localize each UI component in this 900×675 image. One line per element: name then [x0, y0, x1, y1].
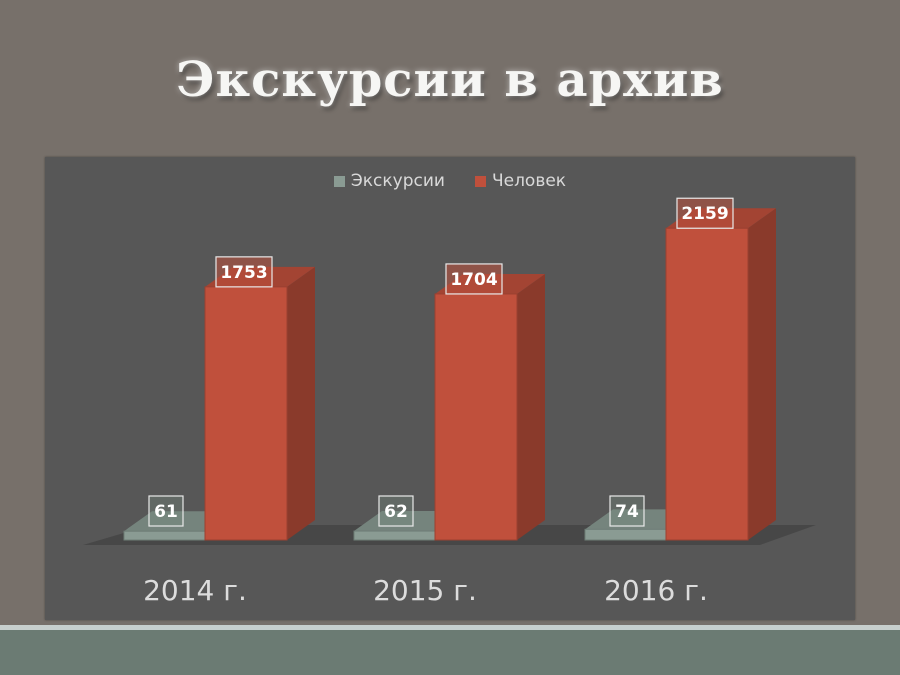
data-label-excursions-2016: 74	[615, 502, 639, 522]
data-label-people-2016: 2159	[681, 204, 728, 224]
chart-legend: Экскурсии Человек	[45, 171, 855, 191]
bar-excursions-2016	[584, 528, 668, 541]
data-label-people-2015: 1704	[450, 270, 497, 290]
bar-excursions-2015	[353, 530, 437, 541]
data-label-box-people-2015	[445, 263, 503, 295]
chart-panel: 61 1753 2014 г. 62 1704 2015 г. 74 2159 2016 г. …	[45, 157, 855, 620]
category-label-2014: 2014 г.	[143, 574, 247, 607]
legend-label-people: Человек	[491, 171, 567, 191]
bar-people-2014	[204, 286, 288, 541]
legend-label-excursions: Экскурсии	[350, 171, 445, 191]
footer-band	[0, 630, 900, 675]
legend-swatch-people	[474, 175, 486, 187]
bar-side-people-2014	[287, 266, 315, 540]
data-label-box-excursions-2014	[148, 495, 184, 527]
data-label-box-people-2014	[215, 256, 273, 288]
data-label-box-excursions-2015	[378, 495, 414, 527]
legend-item-people: Человек	[474, 171, 567, 191]
data-label-box-excursions-2016	[609, 495, 645, 527]
category-label-2015: 2015 г.	[373, 574, 477, 607]
data-label-excursions-2014: 61	[154, 502, 178, 522]
bar-people-2016	[665, 227, 749, 541]
legend-item-excursions: Экскурсии	[333, 171, 445, 191]
data-label-excursions-2015: 62	[384, 502, 408, 522]
bar-chart: 61 1753 2014 г. 62 1704 2015 г. 74 2159 2016 г.	[83, 197, 816, 607]
bar-side-people-2016	[748, 208, 776, 540]
bar-excursions-2014	[123, 530, 207, 541]
data-label-people-2014: 1753	[220, 263, 267, 283]
category-label-2016: 2016 г.	[604, 574, 708, 607]
footer-divider	[0, 625, 900, 630]
data-label-box-people-2016	[676, 197, 734, 229]
legend-swatch-excursions	[333, 175, 345, 187]
bar-people-2015	[434, 293, 518, 541]
slide-title: Экскурсии в архив	[176, 52, 724, 108]
bar-side-people-2015	[517, 273, 545, 540]
